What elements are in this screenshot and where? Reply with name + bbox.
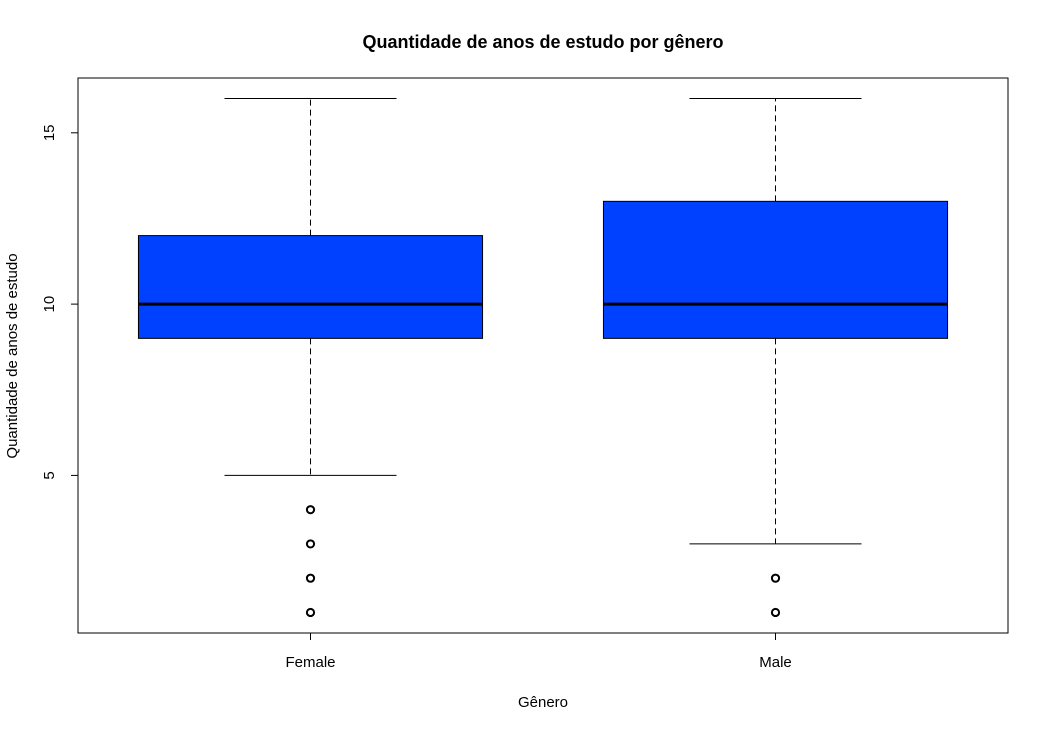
x-axis: Female Male	[285, 632, 792, 671]
y-tick-label: 15	[41, 124, 58, 141]
box-male	[602, 98, 949, 618]
outlier-point	[305, 539, 316, 549]
outlier-point	[305, 573, 316, 583]
y-axis-label: Quantidade de anos de estudo	[4, 253, 21, 458]
x-tick-label: Male	[759, 654, 792, 671]
y-tick-label: 5	[41, 471, 58, 479]
outlier-point	[305, 607, 316, 618]
iqr-box	[602, 200, 949, 339]
boxes-layer	[137, 98, 949, 618]
outlier-point	[770, 573, 781, 583]
x-tick-label: Female	[285, 654, 335, 671]
y-axis: 5 10 15	[41, 124, 79, 480]
box-female	[137, 98, 484, 618]
x-axis-label: Gênero	[518, 694, 568, 711]
outlier-point	[770, 607, 781, 618]
y-tick-label: 10	[41, 296, 58, 313]
outlier-point	[305, 505, 316, 515]
iqr-box	[137, 235, 484, 339]
chart-title: Quantidade de anos de estudo por gênero	[362, 32, 723, 52]
plot-frame	[77, 77, 1009, 634]
